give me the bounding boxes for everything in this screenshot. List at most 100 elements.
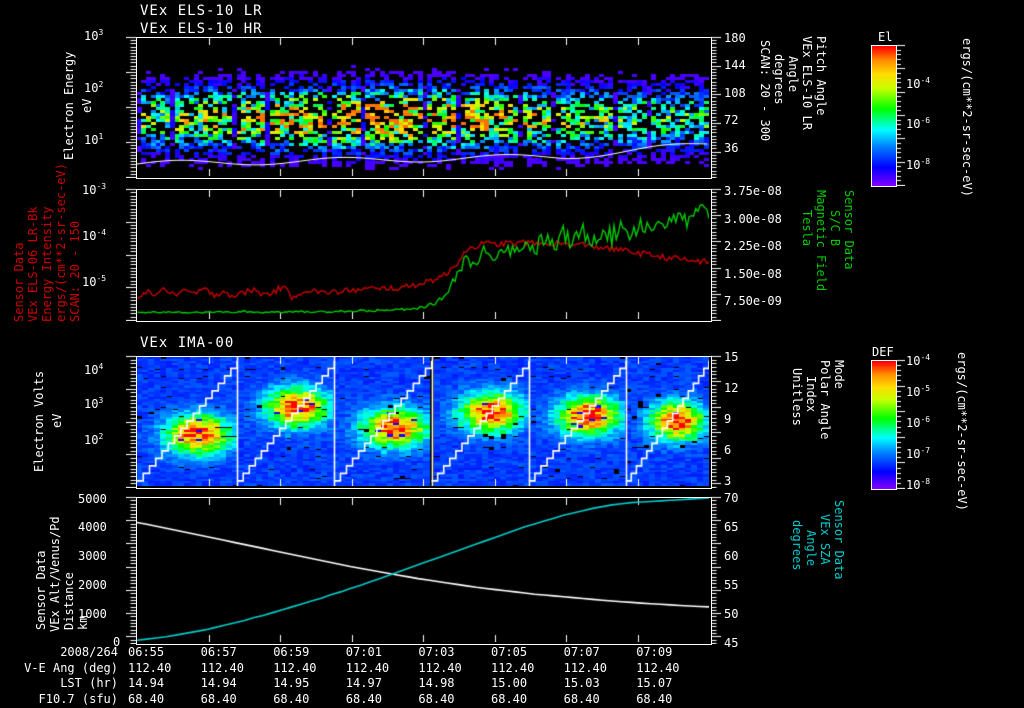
panel1-ytick-2: 102: [84, 80, 104, 95]
panel1-title-hr: VEx ELS-10 HR: [140, 21, 263, 37]
panel2-left-line-1: VEx ELS-06 LR-Bk: [26, 206, 40, 322]
colorbar1-tick-2: 10-8: [906, 157, 931, 172]
panel2-left-line-4: SCAN: 20 - 150: [68, 220, 82, 322]
panel3-right-line-0: Mode: [832, 360, 846, 389]
footer-row-f107-cell: 68.40: [273, 691, 310, 706]
footer-row-f107-cell: 68.40: [345, 691, 382, 706]
panel4-ytick-2: 3000: [78, 549, 107, 563]
footer-row-lst-cell: 14.95: [273, 676, 310, 690]
panel1-right-ticks: [711, 36, 721, 178]
panel2-rtick-4: 7.50e-09: [724, 294, 782, 308]
panel3-rtick-4: 3: [724, 474, 732, 488]
footer-row-ve-ang-cell: 112.40: [491, 660, 535, 675]
panel1-rtick-36: 36: [724, 141, 739, 155]
panel1-right-line-2: Angle: [786, 56, 800, 93]
colorbar1-tick-1: 10-6: [906, 116, 931, 131]
panel4-ytick-5: 0: [113, 635, 121, 649]
panel1-right-line-0: Pitch Angle: [814, 36, 828, 116]
colorbar2-tick-0: 10-4: [906, 353, 931, 368]
panel2-left-line-3: ergs/(cm**2-sr-sec-eV): [54, 163, 68, 322]
footer-row-time-cell: 06:59: [273, 645, 310, 659]
panel3-ytick-3: 103: [84, 396, 104, 411]
panel2-right-line-2: Magnetic Field: [814, 190, 828, 292]
panel1-plot-area[interactable]: [136, 37, 712, 179]
panel4-ytick-4: 1000: [78, 607, 107, 621]
footer-row-time-cell: 07:09: [636, 645, 673, 659]
panel3-title: VEx IMA-00: [140, 335, 235, 351]
panel4-plot-area[interactable]: [136, 497, 712, 645]
panel2-rtick-1: 3.00e-08: [724, 212, 782, 226]
colorbar2-tick-3: 10-7: [906, 446, 931, 461]
panel3-rtick-1: 12: [724, 381, 739, 395]
panel4-rtick-1: 65: [724, 520, 739, 534]
panel1-rtick-180: 180: [724, 31, 746, 45]
footer-row-time-cell: 07:01: [345, 645, 382, 659]
panel4-rtick-2: 60: [724, 549, 739, 563]
colorbar2-units: ergs/(cm**2-sr-sec-eV): [955, 352, 969, 511]
footer-row-time-label: 2008/264: [60, 645, 118, 659]
panel1-right-line-4: SCAN: 20 - 300: [758, 40, 772, 142]
panel3-ytick-4: 104: [84, 362, 104, 377]
colorbar1-title: El: [878, 30, 893, 44]
panel3-right-line-2: Index: [804, 376, 818, 413]
panel2-right-line-0: Sensor Data: [842, 190, 856, 270]
panel1-ytick-1: 101: [84, 132, 104, 147]
panel4-ytick-1: 4000: [78, 520, 107, 534]
panel2-rtick-3: 1.50e-08: [724, 267, 782, 281]
panel4-left-line-2: Distance: [62, 572, 76, 630]
footer-row-f107-cell: 68.40: [200, 691, 237, 706]
panel2-left-ticks: [126, 188, 136, 321]
footer-row-f107-cell: 68.40: [636, 691, 673, 706]
panel1-right-line-3: degrees: [772, 54, 786, 105]
panel4-left-line-1: VEx Alt/Venus/Pd: [48, 516, 62, 632]
footer-row-lst-cell: 14.97: [345, 676, 382, 690]
panel3-right-line-3: Unitless: [790, 368, 804, 426]
footer-row-ve-ang-cell: 112.40: [563, 660, 607, 675]
panel3-plot-area[interactable]: [136, 356, 712, 489]
panel4-left-line-0: Sensor Data: [34, 550, 48, 630]
footer-row-ve-ang-cell: 112.40: [128, 660, 172, 675]
panel2-left-line-0: Sensor Data: [12, 242, 26, 322]
footer-row-lst-cell: 14.98: [418, 676, 455, 690]
footer-row-ve-ang-cell: 112.40: [200, 660, 244, 675]
panel3-left-axis-label: Electron Volts: [32, 370, 46, 472]
panel2-left-line-2: Energy Intensity: [40, 206, 54, 322]
panel2-right-ticks: [711, 188, 721, 321]
colorbar1-ticks: [897, 44, 905, 186]
footer-row-ve-ang-label: V-E Ang (deg): [24, 660, 118, 675]
colorbar2-gradient: [871, 360, 897, 490]
panel2-ytick-2: 10-5: [82, 274, 107, 289]
panel4-rtick-0: 70: [724, 491, 739, 505]
footer-row-time-cell: 06:57: [200, 645, 237, 659]
panel2-rtick-2: 2.25e-08: [724, 239, 782, 253]
panel3-rtick-2: 9: [724, 412, 732, 426]
panel2-ytick-1: 10-4: [82, 228, 107, 243]
footer-row-f107-cell: 68.40: [418, 691, 455, 706]
colorbar2-title: DEF: [872, 345, 894, 359]
colorbar1-gradient: [871, 45, 897, 187]
panel3-right-line-1: Polar Angle: [818, 360, 832, 440]
panel4-ytick-3: 2000: [78, 578, 107, 592]
panel2-ytick-0: 10-3: [82, 182, 107, 197]
panel4-rtick-4: 50: [724, 607, 739, 621]
panel3-left-ticks: [126, 355, 136, 488]
panel2-right-line-3: Tesla: [800, 210, 814, 247]
footer-row-lst-cell: 14.94: [200, 676, 237, 690]
footer-row-lst-label: LST (hr): [60, 676, 118, 690]
footer-row-time-cell: 07:05: [491, 645, 528, 659]
panel1-rtick-144: 144: [724, 58, 746, 72]
panel4-right-line-2: Angle: [804, 530, 818, 567]
panel1-left-axis-label: Electron Energy: [62, 51, 76, 161]
colorbar1-units: ergs/(cm**2-sr-sec-eV): [960, 38, 974, 197]
panel4-right-ticks: [711, 496, 721, 644]
panel1-left-ticks: [126, 36, 136, 178]
panel2-plot-area[interactable]: [136, 189, 712, 322]
footer-row-f107-cell: 68.40: [128, 691, 165, 706]
panel4-right-line-1: VEx SZA: [818, 514, 832, 565]
colorbar1-tick-0: 10-4: [906, 76, 931, 91]
panel2-rtick-0: 3.75e-08: [724, 184, 782, 198]
panel1-rtick-108: 108: [724, 86, 746, 100]
panel1-rtick-72: 72: [724, 113, 739, 127]
panel4-left-ticks: [126, 496, 136, 644]
footer-row-time-cell: 06:55: [128, 645, 165, 659]
